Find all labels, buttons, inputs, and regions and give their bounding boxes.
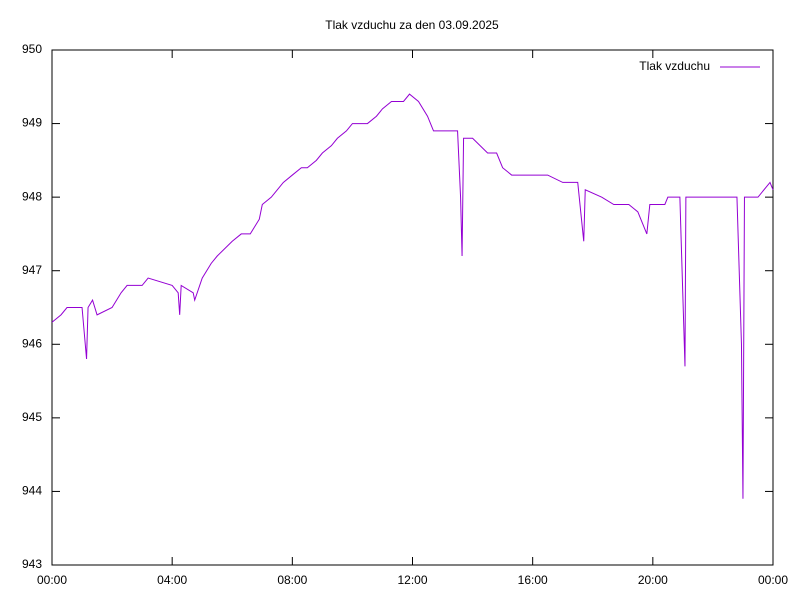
x-tick-label: 00:00 bbox=[758, 573, 788, 587]
plot-border bbox=[51, 49, 774, 566]
x-tick-label: 16:00 bbox=[518, 573, 548, 587]
y-tick-label: 945 bbox=[22, 410, 42, 424]
legend-label: Tlak vzduchu bbox=[639, 59, 710, 73]
y-tick-label: 948 bbox=[22, 189, 42, 203]
y-tick-label: 950 bbox=[22, 42, 42, 56]
y-tick-label: 943 bbox=[22, 557, 42, 571]
y-tick-label: 947 bbox=[22, 263, 42, 277]
x-tick-label: 00:00 bbox=[37, 573, 67, 587]
y-tick-label: 946 bbox=[22, 336, 42, 350]
chart-title: Tlak vzduchu za den 03.09.2025 bbox=[325, 18, 499, 32]
y-tick-label: 949 bbox=[22, 116, 42, 130]
x-tick-label: 08:00 bbox=[277, 573, 307, 587]
y-tick-label: 944 bbox=[22, 484, 42, 498]
x-tick-label: 12:00 bbox=[397, 573, 427, 587]
x-tick-label: 20:00 bbox=[638, 573, 668, 587]
x-tick-label: 04:00 bbox=[157, 573, 187, 587]
data-line bbox=[51, 93, 774, 499]
